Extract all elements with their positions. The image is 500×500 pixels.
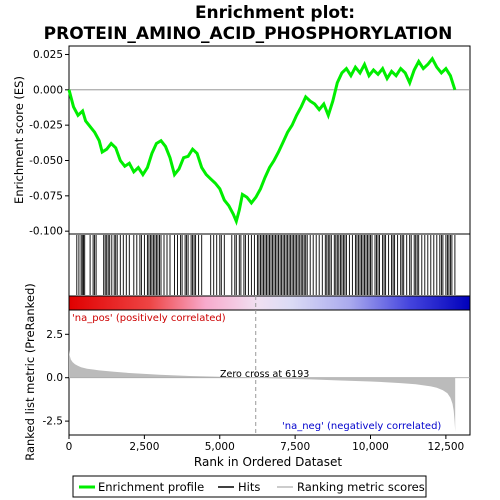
es-y-tick-label: 0.000 (33, 84, 63, 96)
es-y-tick-label: -0.025 (29, 120, 63, 132)
enrichment-profile-line (67, 55, 457, 226)
es-y-tick-label: -0.100 (29, 226, 63, 238)
x-tick-label: 5,000 (205, 441, 235, 453)
metric-y-tick-label: 0.0 (46, 372, 63, 384)
metric-y-ticks: 2.5 0.0 -2.5 (43, 329, 69, 428)
rank-color-bar (68, 295, 471, 311)
legend-enrichment-label: Enrichment profile (98, 480, 204, 494)
es-y-tick-label: -0.050 (29, 155, 63, 167)
pos-correlated-label: 'na_pos' (positively correlated) (72, 313, 226, 324)
es-y-tick-label: -0.075 (29, 190, 63, 202)
legend-hits-label: Hits (238, 480, 260, 494)
x-axis-label: Rank in Ordered Dataset (194, 455, 342, 469)
chart-title-line1: Enrichment plot: (195, 3, 355, 23)
es-y-label: Enrichment score (ES) (12, 76, 26, 204)
neg-correlated-label: 'na_neg' (negatively correlated) (282, 421, 441, 432)
x-tick-label: 7,500 (280, 441, 310, 453)
legend-box (72, 475, 427, 498)
legend-metric-label: Ranking metric scores (297, 480, 425, 494)
x-tick-label: 2,500 (129, 441, 159, 453)
metric-y-tick-label: -2.5 (43, 416, 64, 428)
es-y-tick-label: 0.025 (33, 49, 63, 61)
hits-marks (76, 235, 456, 295)
zero-cross-label: Zero cross at 6193 (220, 369, 309, 380)
metric-y-label: Ranked list metric (PreRanked) (23, 283, 37, 461)
es-y-ticks: 0.025 0.000 -0.025 -0.050 -0.075 -0.100 (29, 49, 69, 238)
x-tick-label: 0 (66, 441, 73, 453)
chart-title-line2: PROTEIN_AMINO_ACID_PHOSPHORYLATION (44, 24, 453, 44)
metric-y-tick-label: 2.5 (46, 329, 63, 341)
metric-panel-frame (68, 309, 471, 436)
x-tick-label: 12,500 (428, 441, 465, 453)
x-tick-label: 10,000 (352, 441, 389, 453)
es-panel-frame (68, 45, 471, 235)
x-axis-ticks: 0 2,500 5,000 7,500 10,000 12,500 (66, 435, 465, 453)
